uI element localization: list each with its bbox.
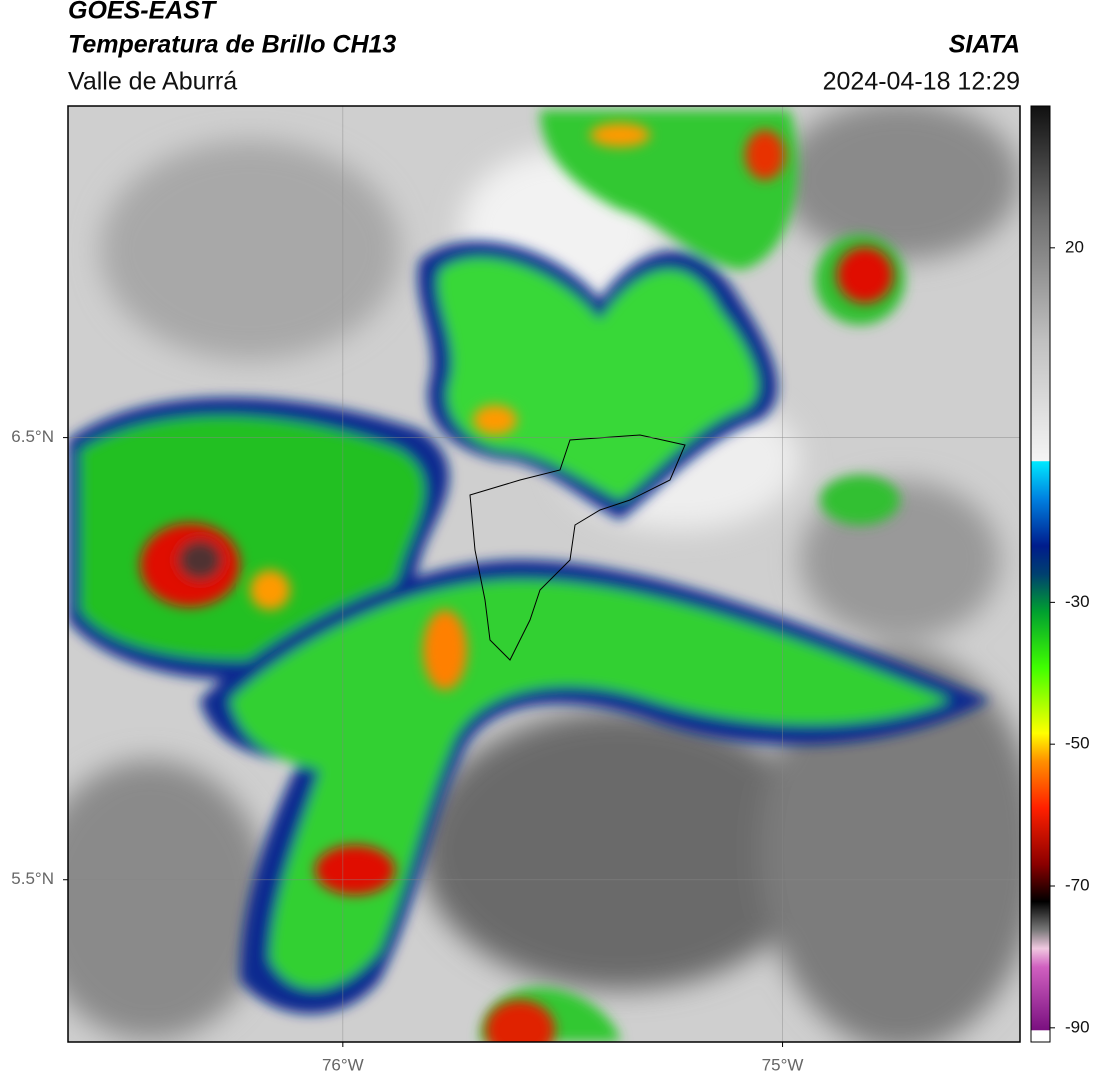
title: GOES-EAST — [68, 0, 218, 25]
datetime: 2024-04-18 12:29 — [823, 68, 1020, 96]
satellite-image — [68, 106, 1020, 1042]
subtitle: Temperatura de Brillo CH13 — [68, 31, 396, 59]
colorbar-tick-label: 20 — [1065, 237, 1084, 256]
colorbar-tick-label: -30 — [1065, 592, 1090, 611]
x-tick-label: 75°W — [762, 1055, 804, 1074]
map-frame — [67, 105, 1021, 1043]
colorbar-tick-label: -70 — [1065, 875, 1090, 894]
y-tick-label: 5.5°N — [11, 869, 54, 888]
cold-cores — [140, 123, 893, 1042]
convective-clouds — [68, 110, 990, 1042]
colorbar — [1030, 105, 1051, 1043]
y-tick-label: 6.5°N — [11, 427, 54, 446]
region: Valle de Aburrá — [68, 68, 237, 96]
colorbar-tick-label: -50 — [1065, 734, 1090, 753]
valley-boundary — [469, 434, 686, 661]
grid — [68, 106, 1020, 1042]
source: SIATA — [949, 31, 1020, 59]
x-tick-label: 76°W — [322, 1055, 364, 1074]
colorbar-tick-label: -90 — [1065, 1017, 1090, 1036]
